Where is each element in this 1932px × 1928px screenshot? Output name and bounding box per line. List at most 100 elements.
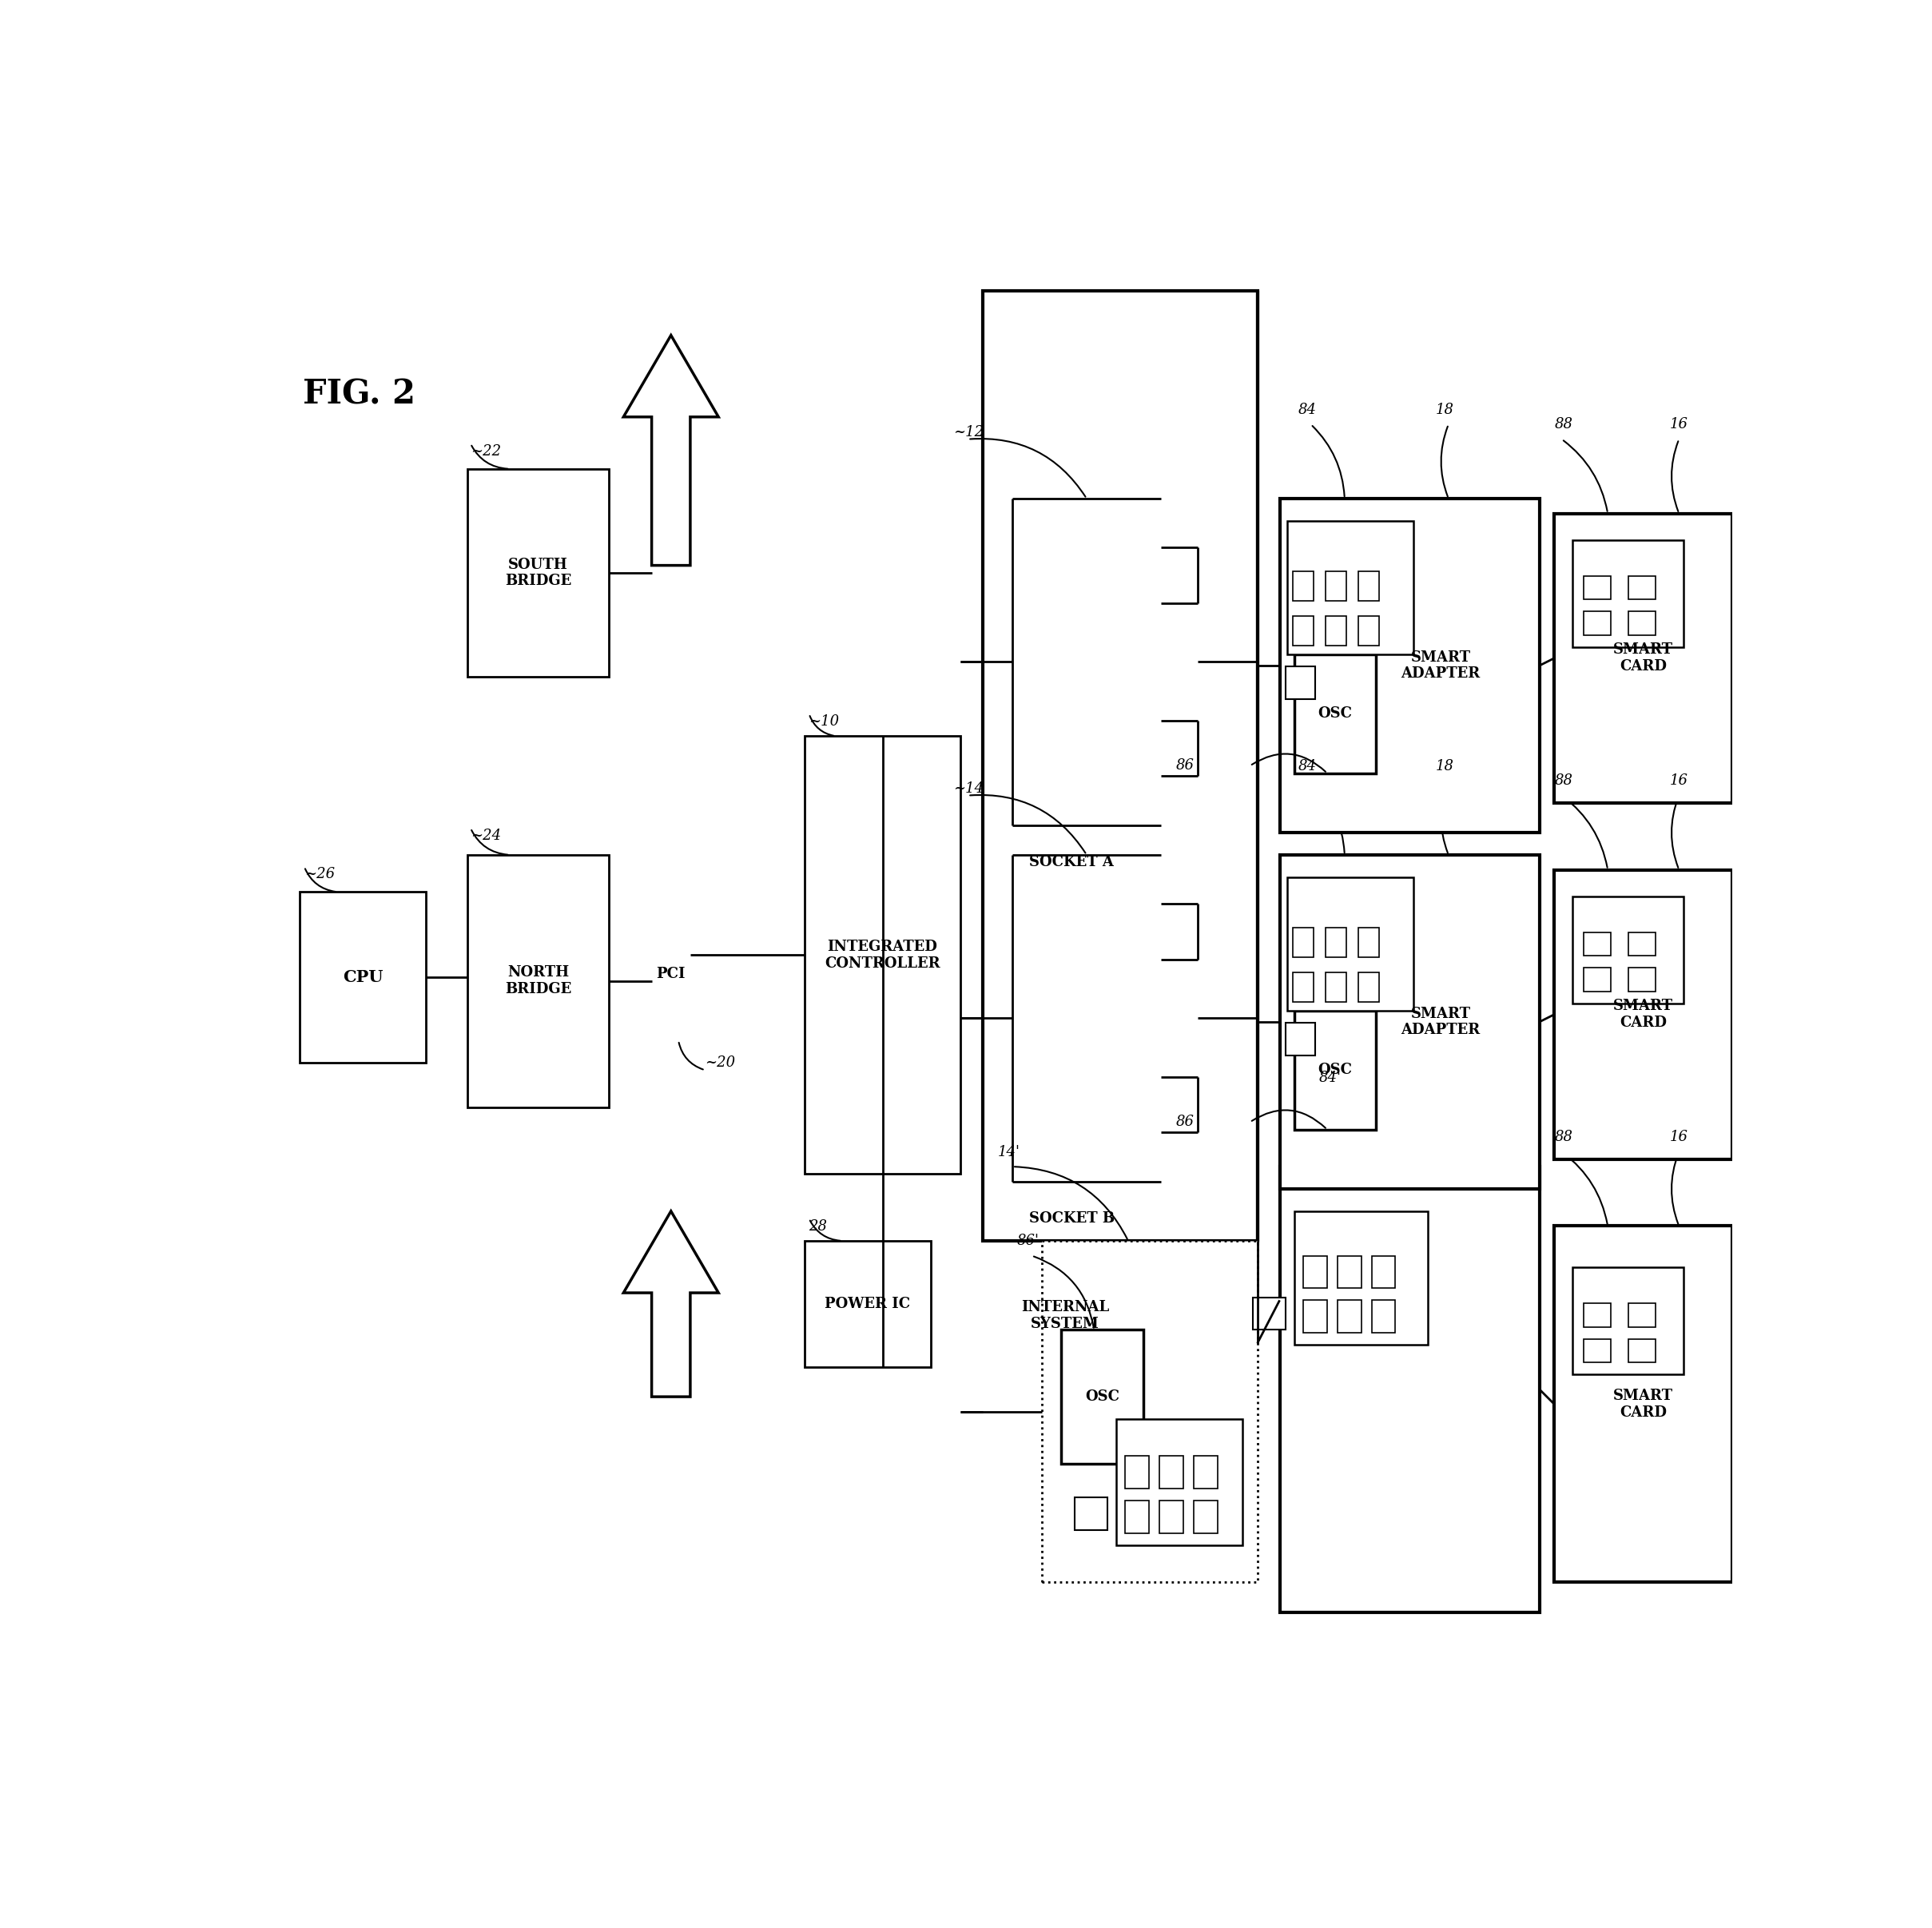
Bar (1629, 1338, 1656, 1363)
Text: INTERNAL
SYSTEM: INTERNAL SYSTEM (1022, 1299, 1109, 1330)
FancyArrow shape (624, 335, 719, 565)
Text: 16: 16 (1669, 1130, 1689, 1145)
Text: 18: 18 (1435, 403, 1455, 416)
Bar (1294, 654, 1376, 773)
Bar (1159, 1456, 1182, 1488)
Bar (1629, 1303, 1656, 1326)
Bar (1358, 615, 1379, 646)
Bar (1304, 1255, 1327, 1288)
Text: SMART
CARD: SMART CARD (1613, 642, 1673, 673)
Text: ~14: ~14 (952, 781, 983, 796)
Bar (1293, 615, 1314, 646)
Text: SMART
CARD: SMART CARD (1613, 999, 1673, 1030)
Bar (1372, 1255, 1395, 1288)
Text: INTEGRATED
CONTROLLER: INTEGRATED CONTROLLER (825, 939, 941, 970)
Bar (1629, 576, 1656, 600)
Text: SOUTH
BRIDGE: SOUTH BRIDGE (504, 557, 572, 588)
Text: 84: 84 (1298, 760, 1316, 773)
Bar (1573, 540, 1683, 648)
Bar (1117, 1419, 1242, 1544)
Bar (1358, 571, 1379, 602)
Bar (1584, 968, 1611, 991)
Text: 84: 84 (1298, 403, 1316, 416)
Bar (1254, 1298, 1285, 1330)
Bar (1293, 571, 1314, 602)
Bar (1372, 1299, 1395, 1332)
Bar (1279, 854, 1540, 1190)
Bar (1279, 1166, 1540, 1612)
Text: 86: 86 (1177, 1114, 1194, 1128)
Bar (1553, 1226, 1733, 1583)
Bar (1553, 513, 1733, 802)
Text: ~26: ~26 (303, 868, 334, 881)
Bar (1124, 1500, 1150, 1533)
Text: ~12: ~12 (952, 424, 983, 440)
Bar (1074, 1498, 1107, 1531)
Text: SMART
ADAPTER: SMART ADAPTER (1401, 1006, 1480, 1037)
Text: OSC: OSC (1086, 1390, 1119, 1404)
Bar (983, 291, 1258, 1242)
Bar (1553, 870, 1733, 1159)
Bar (1294, 1211, 1428, 1346)
Bar (1293, 927, 1314, 958)
Text: OSC: OSC (1318, 708, 1352, 721)
Bar (1584, 931, 1611, 956)
Text: ~20: ~20 (705, 1057, 736, 1070)
Bar (804, 736, 960, 1174)
Text: FIG. 2: FIG. 2 (303, 378, 415, 411)
Bar (1325, 615, 1347, 646)
Bar (1304, 1299, 1327, 1332)
Text: SOCKET A: SOCKET A (1030, 854, 1115, 870)
Bar (1287, 877, 1412, 1010)
Bar (1041, 1242, 1258, 1583)
Bar (1584, 1303, 1611, 1326)
Text: 88: 88 (1553, 773, 1573, 789)
Bar (1584, 576, 1611, 600)
Bar (1573, 897, 1683, 1003)
Bar (1325, 927, 1347, 958)
Text: 86: 86 (1177, 758, 1194, 773)
Bar (1061, 1330, 1144, 1463)
Text: POWER IC: POWER IC (825, 1298, 910, 1311)
Bar (1293, 972, 1314, 1003)
Text: ~22: ~22 (471, 443, 500, 459)
Bar (1285, 667, 1316, 700)
Bar (1573, 1267, 1683, 1375)
Text: SMART
CARD: SMART CARD (1613, 1388, 1673, 1419)
Text: OSC: OSC (1318, 1062, 1352, 1078)
Bar (1325, 571, 1347, 602)
Text: ~10: ~10 (810, 713, 840, 729)
Text: ~24: ~24 (471, 829, 500, 843)
Bar (1337, 1255, 1362, 1288)
Text: SOCKET B: SOCKET B (1030, 1211, 1115, 1226)
Text: 16: 16 (1669, 416, 1689, 432)
Bar (1584, 611, 1611, 634)
Bar (1194, 1456, 1217, 1488)
Bar (1358, 972, 1379, 1003)
Bar (804, 1242, 931, 1367)
FancyArrow shape (624, 1211, 719, 1396)
Text: 84': 84' (1320, 1070, 1341, 1085)
Text: CPU: CPU (342, 970, 383, 985)
Bar (1124, 1456, 1150, 1488)
Text: SMART
ADAPTER: SMART ADAPTER (1401, 650, 1480, 681)
Text: 14': 14' (997, 1145, 1020, 1159)
Bar (1279, 499, 1540, 833)
Bar (1629, 931, 1656, 956)
Bar (1358, 927, 1379, 958)
Text: 28: 28 (810, 1218, 827, 1234)
Bar (1285, 1022, 1316, 1055)
Bar (299, 893, 427, 1062)
Bar (1629, 968, 1656, 991)
Text: PCI: PCI (657, 966, 686, 981)
Text: 16: 16 (1669, 773, 1689, 789)
Bar (1337, 1299, 1362, 1332)
Text: 18: 18 (1435, 760, 1455, 773)
Bar (1287, 521, 1412, 654)
Bar (468, 854, 609, 1107)
Bar (1159, 1500, 1182, 1533)
Text: 86': 86' (1016, 1234, 1039, 1247)
Bar (1194, 1500, 1217, 1533)
Bar (1584, 1338, 1611, 1363)
Bar (468, 469, 609, 677)
